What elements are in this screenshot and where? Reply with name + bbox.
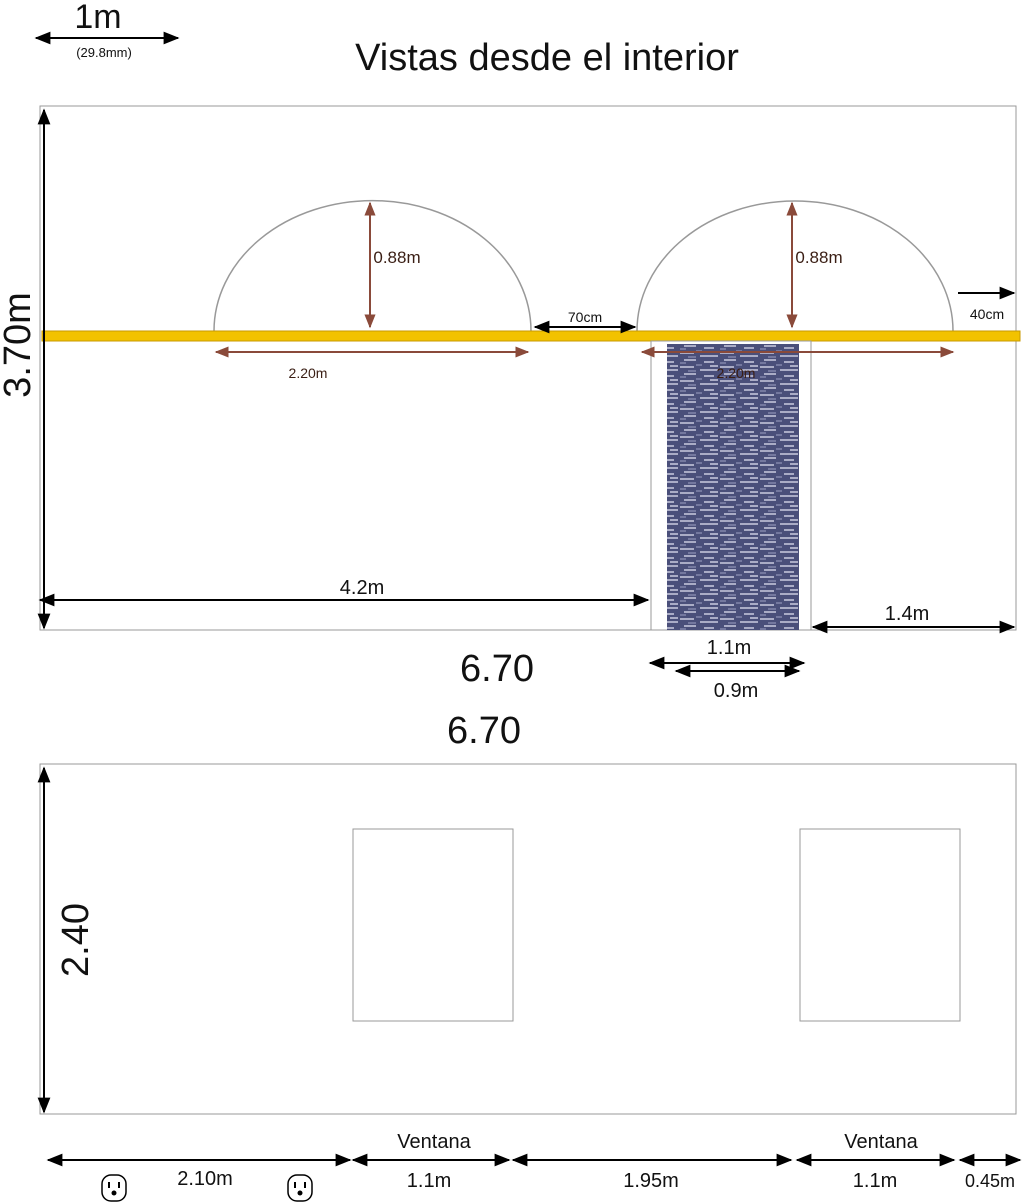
door-inner-label: 0.9m	[714, 680, 758, 702]
window-label: Ventana	[844, 1131, 918, 1153]
arch	[636, 200, 954, 332]
door-outer-label: 1.1m	[707, 637, 751, 659]
scale-note: (29.8mm)	[76, 45, 132, 60]
segment-label: 2.10m	[177, 1168, 233, 1190]
arch-height-label: 0.88m	[795, 248, 842, 267]
arch	[213, 199, 532, 332]
margin-label: 40cm	[970, 306, 1004, 322]
arch-height-label: 0.88m	[373, 248, 420, 267]
gap-label: 70cm	[568, 309, 602, 325]
segment-label: 1.1m	[407, 1170, 451, 1192]
height-label: 3.70m	[0, 292, 39, 398]
width-label: 6.70	[460, 648, 534, 690]
beam	[41, 330, 1021, 342]
window-label: Ventana	[397, 1131, 471, 1153]
door	[667, 344, 799, 630]
wall-outline	[39, 763, 1017, 1115]
width-label: 6.70	[447, 710, 521, 752]
segment-label: 0.45m	[965, 1171, 1015, 1191]
left-distance-label: 4.2m	[340, 577, 384, 599]
segment-label: 1.1m	[853, 1170, 897, 1192]
outlet-icon	[287, 1174, 313, 1202]
arch-width-label: 2.20m	[289, 365, 328, 381]
outlet-icon	[101, 1174, 127, 1202]
right-distance-label: 1.4m	[885, 603, 929, 625]
window	[352, 828, 514, 1022]
title: Vistas desde el interior	[355, 37, 739, 79]
wall-outline	[39, 105, 1017, 631]
scale-label: 1m	[74, 0, 121, 36]
height-label: 2.40	[55, 903, 97, 977]
window	[799, 828, 961, 1022]
arch-width-label: 2.20m	[717, 365, 756, 381]
segment-label: 1.95m	[623, 1170, 679, 1192]
